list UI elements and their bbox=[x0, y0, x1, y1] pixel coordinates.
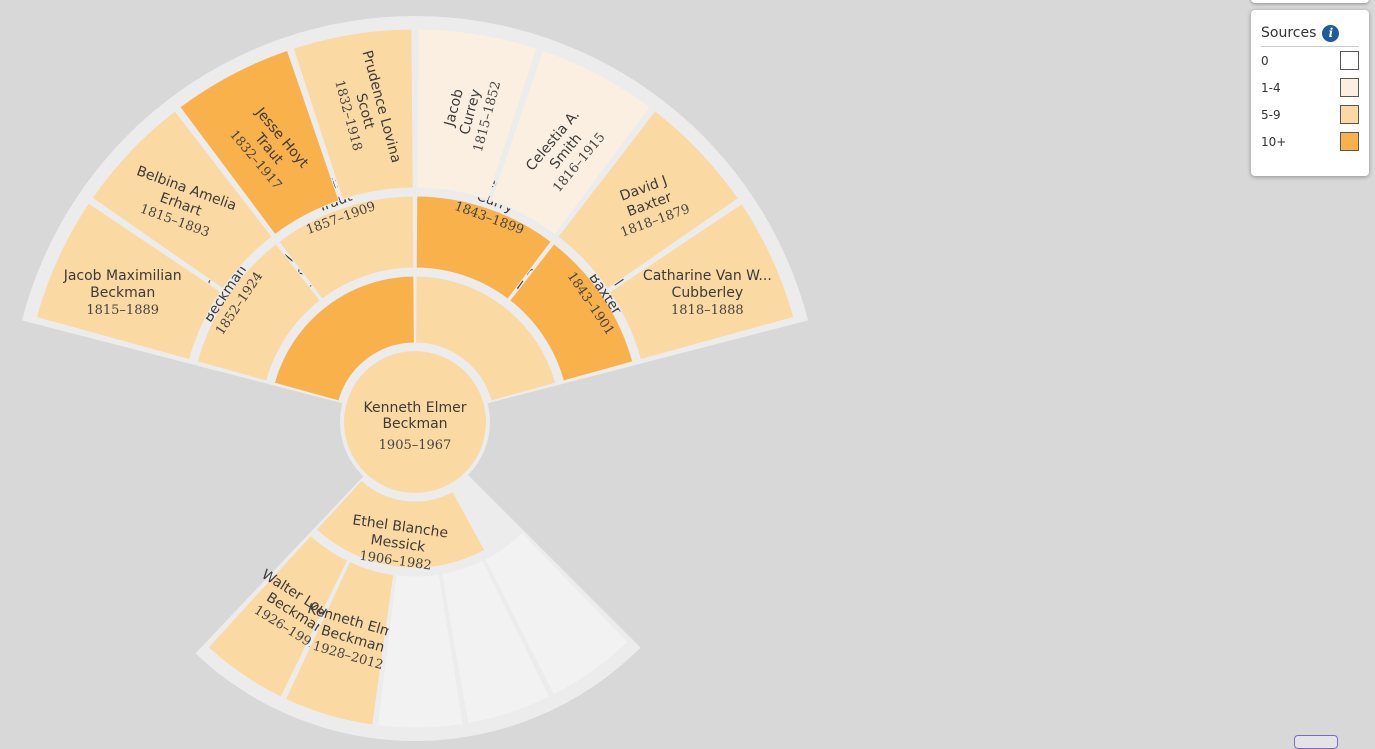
info-icon[interactable]: i bbox=[1322, 24, 1340, 42]
sources-legend: Sources i 0 1-4 5-9 10+ bbox=[1251, 10, 1369, 176]
collapsed-panel[interactable] bbox=[1251, 0, 1369, 3]
legend-row: 10+ bbox=[1261, 128, 1359, 155]
person-cell[interactable] bbox=[207, 534, 349, 698]
person-name: Beckman bbox=[90, 285, 155, 301]
person-cell[interactable] bbox=[415, 195, 552, 300]
person-cell[interactable] bbox=[196, 243, 321, 382]
person-cell[interactable] bbox=[490, 49, 651, 236]
person-mgf[interactable]: GeorgeCurry1843–1899 bbox=[415, 166, 552, 300]
person-cell[interactable] bbox=[376, 573, 464, 729]
corner-button[interactable] bbox=[1294, 735, 1338, 749]
legend-label: 1-4 bbox=[1261, 80, 1281, 95]
legend-swatch bbox=[1340, 105, 1359, 124]
person-label: Catharine Van W...Cubberley 1818–1888 bbox=[643, 268, 772, 318]
legend-header: Sources i bbox=[1261, 20, 1359, 47]
person-name: Messick bbox=[370, 532, 428, 556]
legend-label: 5-9 bbox=[1261, 107, 1281, 122]
person-cell[interactable] bbox=[509, 243, 634, 382]
legend-title: Sources bbox=[1261, 25, 1317, 41]
person-cell[interactable] bbox=[292, 28, 414, 201]
legend-swatch bbox=[1340, 51, 1359, 70]
person-name: Jacob Maximilian bbox=[63, 268, 182, 284]
legend-swatch bbox=[1340, 132, 1359, 151]
person-dates: 1905–1967 bbox=[379, 438, 452, 453]
person-name: Beckman bbox=[382, 416, 447, 432]
person-empty3 bbox=[484, 531, 629, 696]
person-cell[interactable] bbox=[278, 195, 415, 300]
person-cell[interactable] bbox=[484, 531, 629, 696]
person-cell[interactable] bbox=[557, 110, 739, 290]
person-empty1 bbox=[376, 573, 464, 729]
person-ggm4[interactable]: Catharine Van W...Cubberley 1818–1888 bbox=[608, 202, 795, 361]
legend-row: 0 bbox=[1261, 47, 1359, 74]
center-cell[interactable] bbox=[344, 351, 486, 493]
person-cell[interactable] bbox=[91, 110, 273, 290]
person-cell[interactable] bbox=[441, 559, 551, 724]
legend-row: 1-4 bbox=[1261, 74, 1359, 101]
person-cell[interactable] bbox=[284, 560, 395, 726]
legend-row: 5-9 bbox=[1261, 101, 1359, 128]
person-cell[interactable] bbox=[315, 479, 486, 569]
person-cell[interactable] bbox=[35, 202, 222, 361]
person-cell[interactable] bbox=[273, 275, 415, 402]
person-dates: 1815–1889 bbox=[86, 303, 159, 318]
person-empty2 bbox=[441, 559, 551, 724]
person-name: Cubberley bbox=[672, 285, 744, 301]
person-cell[interactable] bbox=[415, 275, 557, 402]
person-name: Kenneth Elmer bbox=[363, 400, 466, 416]
person-cell[interactable] bbox=[608, 202, 795, 361]
person-dates: 1818–1888 bbox=[671, 303, 744, 318]
legend-label: 0 bbox=[1261, 53, 1269, 68]
legend-label: 10+ bbox=[1261, 134, 1287, 149]
legend-swatch bbox=[1340, 78, 1359, 97]
person-cell[interactable] bbox=[416, 28, 538, 201]
person-name: Catharine Van W... bbox=[643, 268, 772, 284]
person-cell[interactable] bbox=[179, 49, 340, 236]
